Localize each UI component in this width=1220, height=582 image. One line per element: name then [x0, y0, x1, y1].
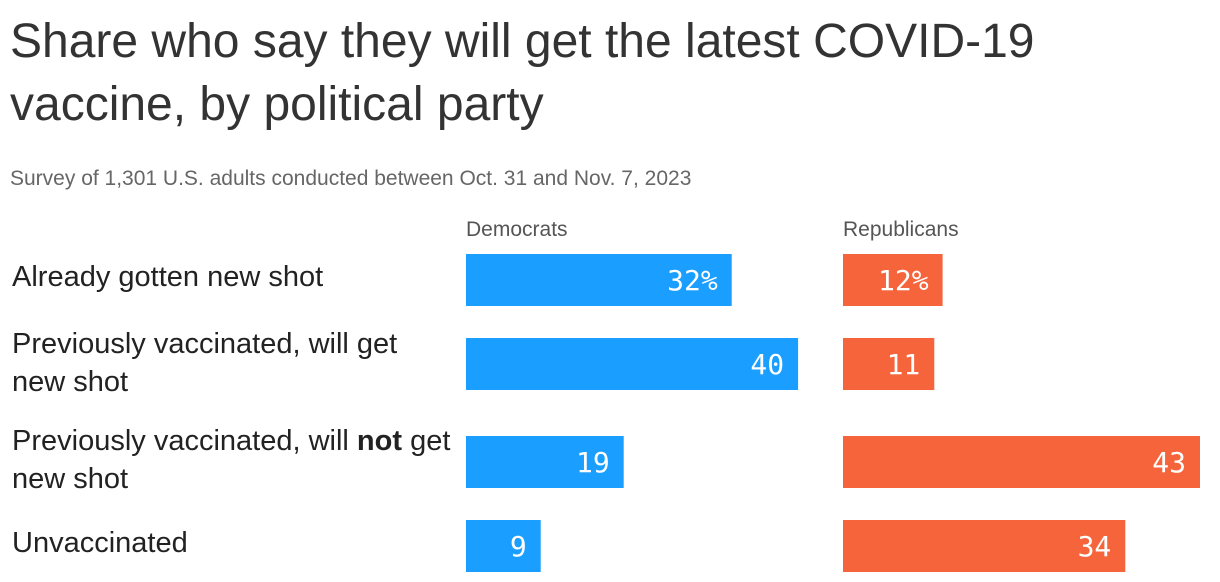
- chart-subtitle: Survey of 1,301 U.S. adults conducted be…: [10, 167, 692, 190]
- category-label-will-get: Previously vaccinated, will get new shot: [12, 328, 398, 398]
- chart-title: Share who say they will get the latest C…: [10, 15, 1035, 131]
- bar-democrats-2: [466, 338, 799, 390]
- emphasis-not: not: [356, 425, 403, 457]
- bar-label-republicans-3: 43: [1152, 446, 1186, 479]
- bar-label-republicans-2: 11: [887, 348, 921, 381]
- category-label-will-not-get: Previously vaccinated, will not get new …: [12, 425, 451, 495]
- bar-republicans-1: [843, 254, 943, 306]
- bar-label-democrats-1: 32%: [667, 264, 718, 297]
- bar-label-democrats-3: 19: [576, 446, 610, 479]
- category-label-already-gotten: Already gotten new shot: [12, 261, 324, 293]
- bar-republicans-2: [843, 338, 935, 390]
- republicans-panel-label: Republicans: [843, 218, 959, 241]
- bar-label-democrats-4: 9: [510, 530, 527, 563]
- bar-republicans-3: [843, 436, 1200, 488]
- bar-democrats-1: [466, 254, 732, 306]
- bar-label-republicans-1: 12%: [878, 264, 929, 297]
- bar-republicans-4: [843, 520, 1126, 572]
- bar-democrats-4: [466, 520, 541, 572]
- bar-label-democrats-2: 40: [750, 348, 784, 381]
- bar-label-republicans-4: 34: [1078, 530, 1112, 563]
- democrats-panel-label: Democrats: [466, 218, 568, 241]
- category-label-unvaccinated: Unvaccinated: [12, 527, 188, 559]
- bar-democrats-3: [466, 436, 624, 488]
